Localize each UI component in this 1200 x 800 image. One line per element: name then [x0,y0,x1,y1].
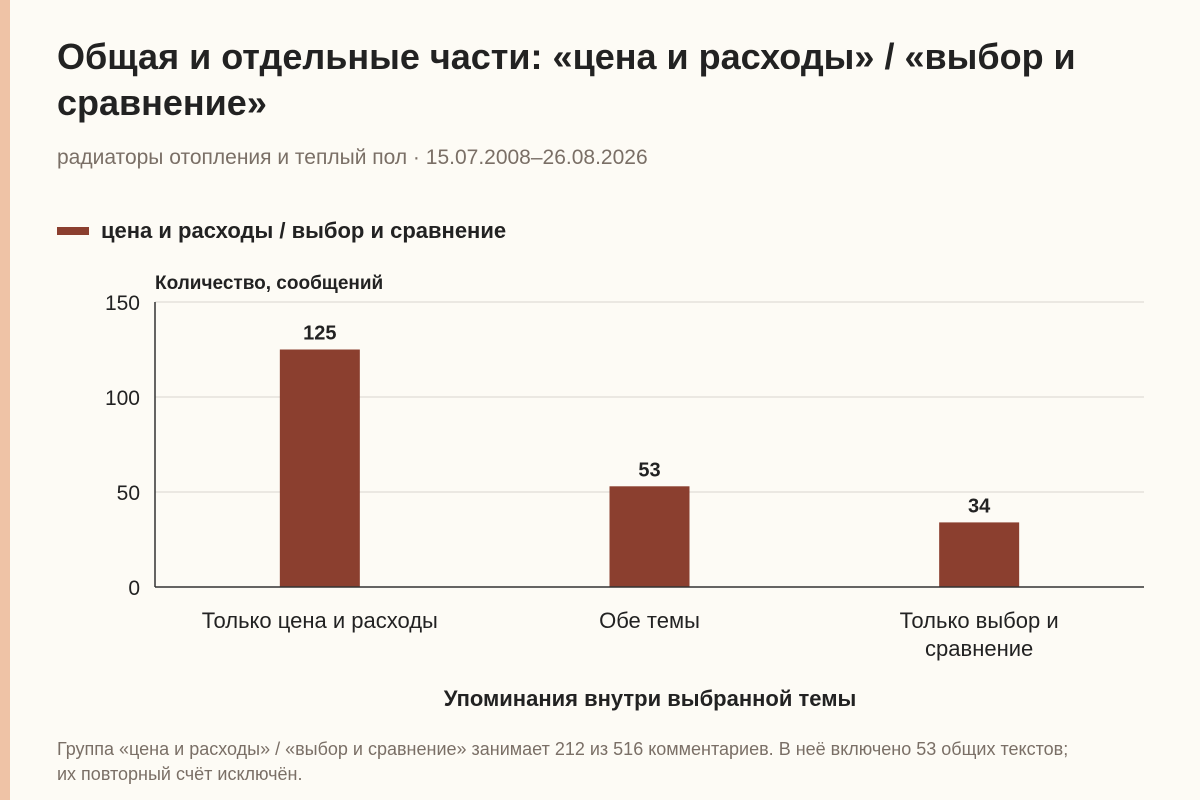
y-tick-label: 150 [105,292,140,315]
bar-chart: 0 50 100 150 125 53 34 Только цена и расходы О… [105,292,1144,661]
legend-label: цена и расходы / выбор и сравнение [101,218,507,243]
footnote: Группа «цена и расходы» / «выбор и сравн… [57,739,1069,784]
category-label: Только цена и расходы [202,608,438,633]
y-tick-label: 100 [105,387,140,410]
chart-title: Общая и отдельные части: «цена и расходы… [57,36,1076,123]
y-tick-label: 50 [117,482,140,505]
bar [609,486,690,587]
bar [279,349,360,587]
legend: цена и расходы / выбор и сравнение [57,218,506,244]
y-tick-labels: 0 50 100 150 [105,292,140,600]
x-axis-label: Упоминания внутри выбранной темы [443,686,857,711]
y-axis-label: Количество, сообщений [155,273,384,294]
bars [279,349,1020,587]
value-labels: 125 53 34 [303,323,991,518]
accent-bar [0,0,10,800]
category-label: Только выбор и сравнение [900,608,1059,661]
data-label: 125 [303,323,336,345]
chart-subtitle: радиаторы отопления и теплый пол · 15.07… [57,146,648,169]
bar [939,522,1020,587]
data-label: 53 [638,459,660,481]
legend-swatch [57,227,89,235]
category-label: Обе темы [599,608,700,633]
y-tick-label: 0 [128,577,140,600]
category-labels: Только цена и расходы Обе темы Только выбо… [202,608,1059,661]
data-label: 34 [968,495,991,517]
